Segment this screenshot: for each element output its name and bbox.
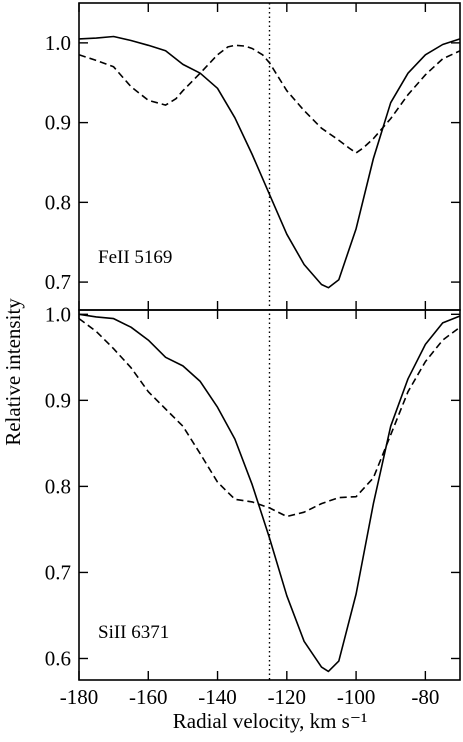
- feii-5169-panel: 0.7 0.8 0.9 1.0 FeII 5169: [45, 2, 461, 311]
- siii-6371-series-solid-line: [78, 313, 461, 673]
- siii-6371-ytick-label: 0.7: [45, 560, 71, 584]
- siii-6371-panel-label: SiII 6371: [98, 622, 169, 643]
- feii-5169-ytick-label: 0.7: [45, 270, 71, 294]
- feii-5169-series-dashed-line: [78, 44, 461, 154]
- feii-5169-ytick-label: 0.9: [45, 111, 71, 135]
- siii-6371-panel: 0.6 0.7 0.8 0.9 1.0 SiII 6371: [45, 302, 461, 681]
- x-tick-label: -140: [198, 685, 237, 709]
- x-axis-title: Radial velocity, km s⁻¹: [173, 709, 368, 733]
- x-tick-label: -80: [411, 685, 439, 709]
- x-tick-label: -160: [129, 685, 168, 709]
- siii-6371-ytick-label: 0.9: [45, 388, 71, 412]
- feii-5169-series-solid-line: [78, 35, 461, 289]
- feii-5169-ytick-label: 0.8: [45, 190, 71, 214]
- siii-6371-ytick-label: 0.8: [45, 474, 71, 498]
- x-tick-label: -100: [337, 685, 376, 709]
- feii-5169-panel-label: FeII 5169: [98, 247, 172, 268]
- x-tick-label: -120: [268, 685, 307, 709]
- y-axis-title: Relative intensity: [1, 298, 25, 446]
- x-axis: -180 -160 -140 -120 -100 -80: [60, 685, 440, 709]
- x-tick-label: -180: [60, 685, 99, 709]
- siii-6371-ytick-label: 1.0: [45, 302, 71, 326]
- feii-5169-ytick-label: 1.0: [45, 31, 71, 55]
- siii-6371-ytick-label: 0.6: [45, 646, 71, 670]
